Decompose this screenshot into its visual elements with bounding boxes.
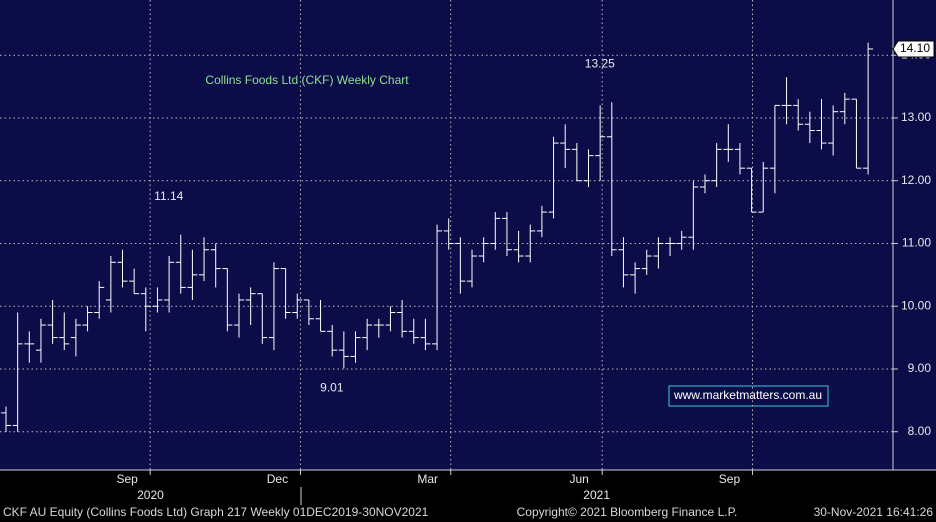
x-tick-label: Jun [570,472,589,486]
chart-title: Collins Foods Ltd (CKF) Weekly Chart [205,73,409,87]
x-tick-label: Dec [267,472,288,486]
year-label: 2021 [583,488,610,502]
last-price-box [892,40,935,58]
extreme-label: 13.25 [585,56,615,70]
extreme-label: 9.01 [320,381,344,395]
x-tick-label: Sep [719,472,741,486]
y-tick-label: 10.00 [901,298,931,312]
footer-left: CKF AU Equity (Collins Foods Ltd) Graph … [3,505,429,519]
extreme-label: 11.14 [154,189,183,203]
watermark-box [668,385,829,407]
footer-background [0,470,936,522]
watermark: www.marketmatters.com.au [673,388,822,402]
x-tick-label: Sep [116,472,138,486]
y-tick-label: 13.00 [901,110,931,124]
y-tick-label: 9.00 [908,361,932,375]
y-tick-label: 8.00 [908,424,932,438]
y-tick-label: 11.00 [902,236,931,250]
footer-center: Copyright© 2021 Bloomberg Finance L.P. [517,505,738,519]
y-tick-label: 12.00 [901,173,931,187]
x-tick-label: Mar [417,472,438,486]
footer-right: 30-Nov-2021 16:41:26 [814,505,934,519]
year-label: 2020 [137,488,164,502]
last-price-label: 14.10 [900,41,930,55]
